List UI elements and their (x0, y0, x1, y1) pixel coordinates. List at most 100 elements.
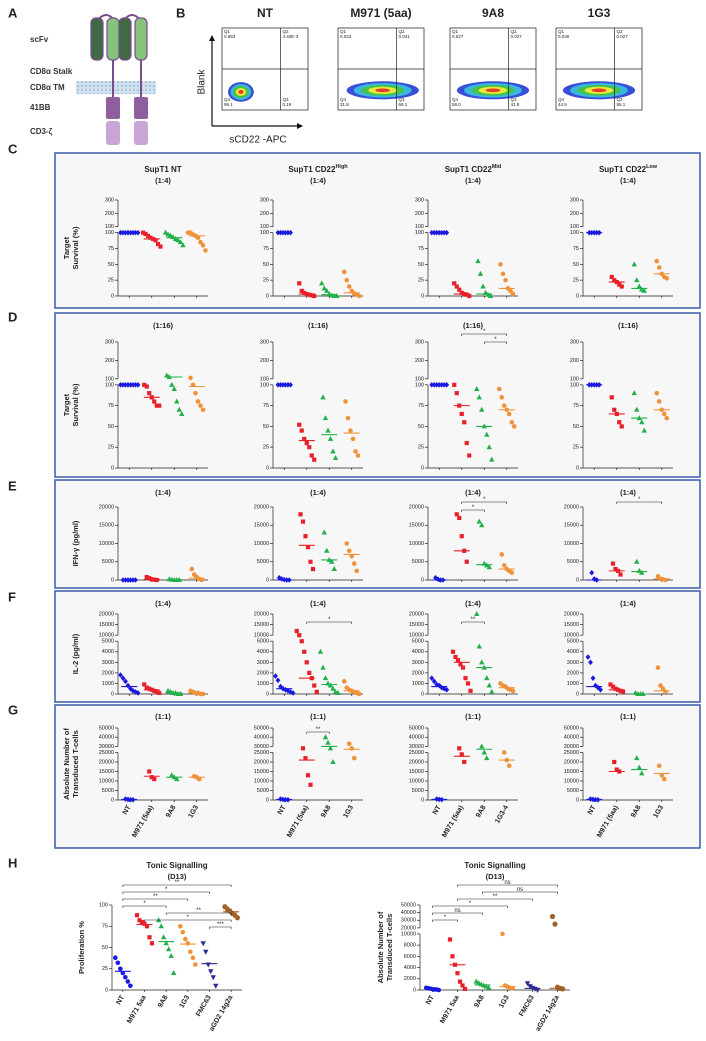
significance-label: * (472, 505, 475, 511)
panel-letter: C (8, 141, 18, 156)
data-point (193, 962, 198, 967)
data-point (155, 241, 161, 247)
y-tick-label: 10000 (409, 633, 424, 639)
data-point (500, 271, 506, 277)
data-point (335, 689, 341, 695)
data-point (656, 763, 662, 769)
data-point (598, 686, 603, 693)
bracket (483, 341, 508, 344)
y-tick-label: 3000 (257, 660, 269, 666)
data-point (297, 422, 302, 427)
category-label: FMC63 (518, 994, 536, 1017)
quadrant-name: Q2 (616, 29, 623, 34)
data-point (142, 382, 147, 387)
data-point (208, 969, 214, 975)
quadrant-name: Q3 (616, 97, 623, 102)
data-point (345, 415, 351, 421)
data-point (285, 688, 291, 694)
cd3z-domain (106, 121, 120, 145)
data-point (454, 512, 459, 517)
data-point (356, 691, 362, 697)
data-point (319, 280, 325, 286)
quadrant-name: Q2 (282, 29, 289, 34)
row-frame (54, 312, 701, 478)
y-tick-label: 20000 (99, 611, 114, 617)
data-point (203, 949, 209, 955)
y-tick-label: 10000 (254, 778, 269, 784)
title-text: SupT1 CD22 (445, 165, 493, 174)
y-axis-label: Survival (%) (71, 383, 80, 426)
y-tick-label: 30000 (254, 744, 269, 750)
y-tick-label: 25000 (99, 750, 114, 756)
data-point (450, 954, 455, 959)
y-tick-label: 300 (260, 339, 269, 345)
data-point (158, 244, 163, 249)
data-point (273, 673, 278, 679)
significance-label: * (483, 497, 486, 503)
y-tick-label: 200 (570, 358, 579, 364)
data-point (660, 686, 666, 692)
data-point (436, 682, 442, 689)
data-point (609, 395, 614, 400)
data-point (312, 457, 317, 462)
data-point (447, 937, 453, 942)
data-point (634, 277, 640, 283)
data-point (455, 658, 461, 663)
data-point (135, 229, 141, 236)
data-point (510, 688, 516, 694)
panel-subtitle: (1:4) (620, 599, 636, 608)
y-tick-label: 25000 (409, 750, 424, 756)
y-tick-label: 25000 (254, 750, 269, 756)
data-point (162, 229, 169, 235)
data-point (147, 576, 152, 581)
significance-label: ns (504, 880, 510, 886)
data-point (498, 262, 503, 267)
data-point (174, 776, 180, 782)
domain-label: CD3-ζ (30, 127, 53, 136)
significance-label: ** (196, 908, 201, 914)
data-point (552, 921, 558, 927)
41bb-domain (134, 97, 148, 119)
significance-label: ** (175, 880, 180, 886)
data-point (175, 237, 181, 243)
data-point (617, 420, 622, 425)
data-point (356, 293, 362, 299)
data-point (327, 435, 334, 441)
data-point (503, 277, 508, 283)
data-point (307, 670, 312, 675)
data-point (346, 548, 352, 554)
data-point (169, 381, 175, 387)
y-tick-label: 25 (263, 278, 269, 284)
data-point (324, 287, 330, 293)
data-point (457, 746, 462, 751)
y-tick-label: 15000 (409, 523, 424, 529)
data-point (308, 559, 313, 564)
data-point (489, 688, 495, 694)
bracket (432, 912, 483, 915)
data-point (462, 986, 468, 991)
y-tick-label: 75 (573, 246, 579, 252)
data-point (344, 277, 350, 283)
quadrant-value: 4.40E-3 (282, 34, 298, 39)
quadrant-value: 41.8 (510, 102, 519, 107)
data-point (188, 949, 193, 955)
title-text: Tonic Signalling (464, 861, 525, 870)
significance-label: * (187, 915, 190, 921)
y-tick-label: 50 (263, 262, 269, 268)
panel-subtitle: (1:4) (465, 176, 481, 185)
data-point (118, 672, 123, 678)
data-point (455, 971, 460, 976)
panel-subtitle: (1:4) (620, 488, 636, 497)
bracket (432, 905, 508, 908)
data-point (454, 284, 459, 289)
y-tick-label: 5000 (102, 788, 114, 794)
y-tick-label: 20000 (99, 759, 114, 765)
data-point (171, 385, 177, 391)
y-tick-label: 50000 (409, 725, 424, 731)
y-tick-label: 100 (570, 224, 579, 230)
data-point (305, 545, 311, 550)
y-tick-label: 30000 (401, 918, 416, 924)
y-tick-label: 0 (421, 577, 424, 583)
data-point (450, 649, 456, 654)
